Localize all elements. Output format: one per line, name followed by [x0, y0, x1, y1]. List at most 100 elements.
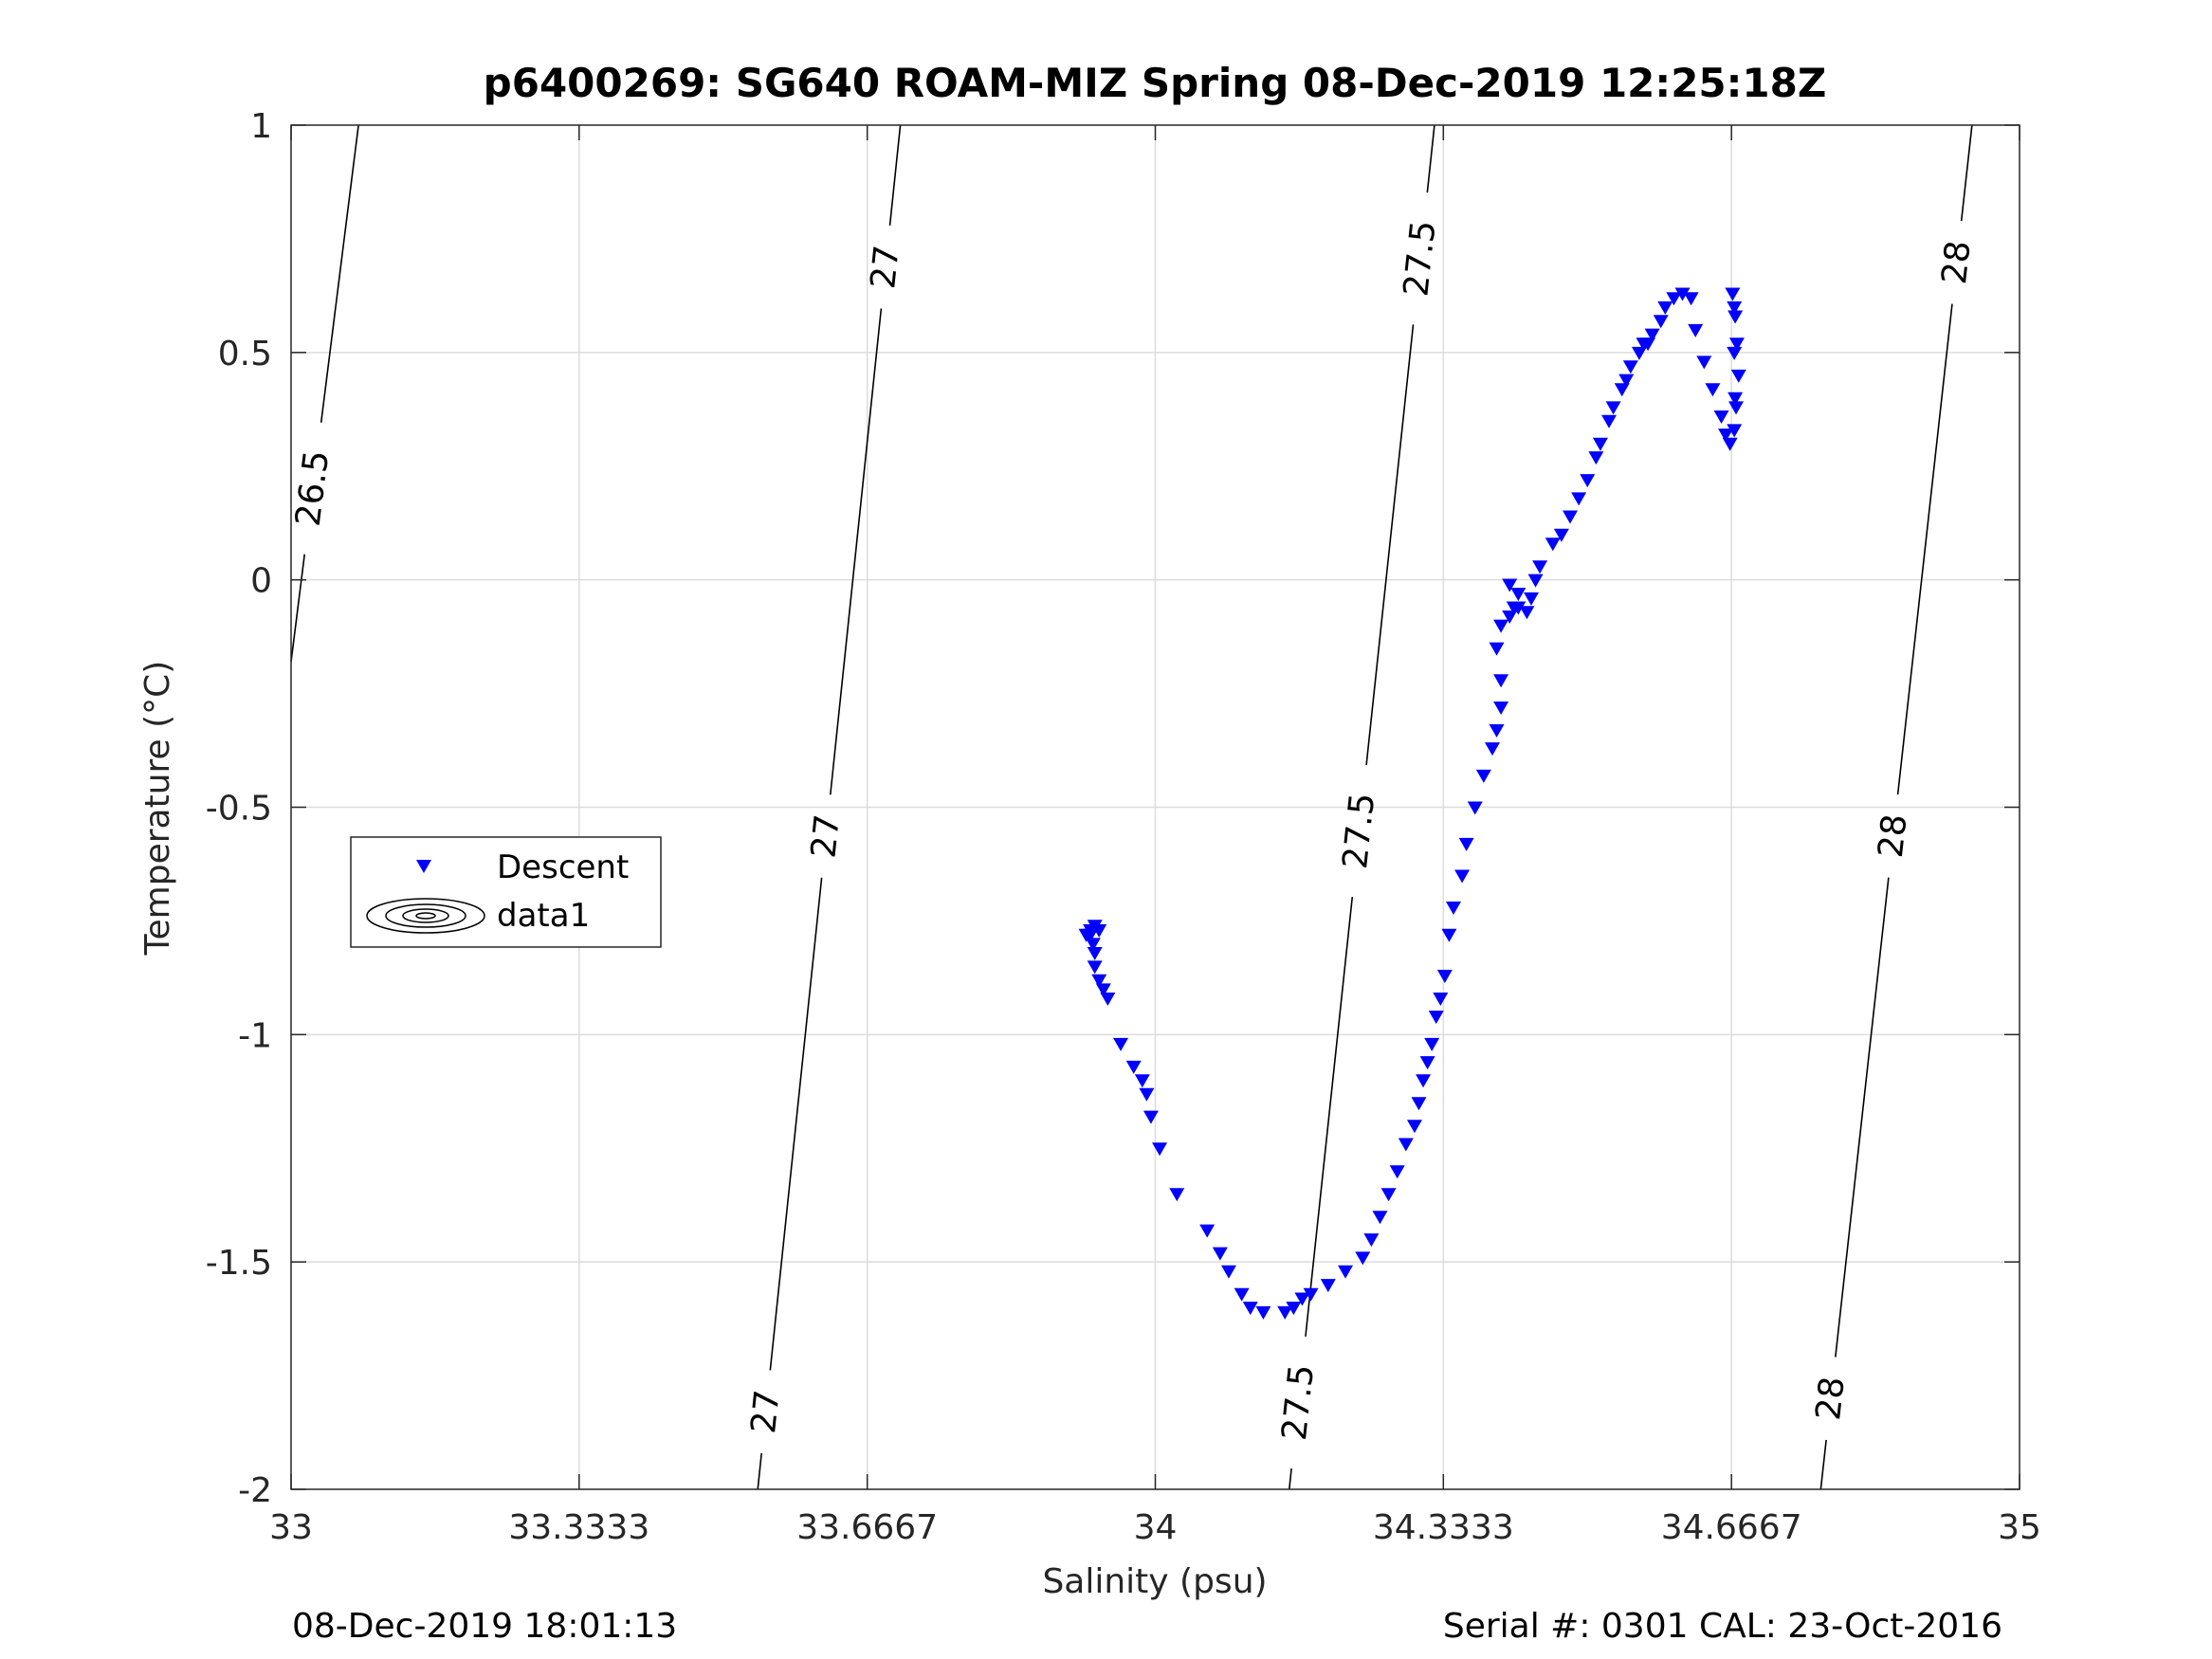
- legend-label-data1: data1: [497, 897, 590, 935]
- descent-point: [1563, 510, 1579, 524]
- descent-point: [1286, 1302, 1302, 1316]
- descent-point: [1580, 474, 1596, 488]
- descent-point: [1091, 924, 1107, 939]
- x-tick-label: 34: [1134, 1508, 1178, 1547]
- descent-point: [1085, 938, 1101, 952]
- descent-point: [1406, 1120, 1422, 1134]
- x-tick-label: 35: [1998, 1508, 2041, 1547]
- contour-line: [1288, 1468, 1292, 1490]
- contour-line: [1960, 124, 1973, 222]
- contour-label: 28: [1809, 1375, 1853, 1422]
- descent-point: [1475, 769, 1491, 783]
- y-tick-label: -2: [238, 1471, 272, 1510]
- contour-27-5: 27.5 27.5 27.5: [1275, 124, 1444, 1490]
- descent-point: [1303, 1287, 1319, 1302]
- x-tick-label: 34.3333: [1373, 1508, 1514, 1547]
- descent-point: [1134, 1074, 1150, 1088]
- contour-line: [1365, 324, 1415, 766]
- x-tick-label: 33.3333: [508, 1508, 649, 1547]
- contour-line: [1896, 303, 1953, 795]
- descent-point: [1493, 674, 1509, 688]
- contour-label: 27: [744, 1388, 788, 1435]
- descent-point: [1433, 992, 1449, 1006]
- descent-point: [1688, 323, 1704, 337]
- descent-point: [1527, 574, 1544, 588]
- contour-label: 27.5: [1275, 1362, 1322, 1442]
- contour-label: 27.5: [1336, 792, 1382, 871]
- legend-label-descent: Descent: [497, 848, 629, 886]
- x-tick-label: 33: [269, 1508, 313, 1547]
- descent-point: [1510, 588, 1526, 602]
- contour-label: 28: [1872, 812, 1915, 860]
- descent-point: [1454, 869, 1471, 884]
- density-contours: 26.5 27 27 27 27.5 27.5 27.5 28 28 28: [289, 124, 1979, 1490]
- descent-point: [1618, 374, 1635, 388]
- descent-point: [1152, 1142, 1168, 1157]
- descent-point: [1441, 928, 1457, 942]
- descent-point: [1294, 1292, 1310, 1306]
- descent-point: [1696, 356, 1712, 370]
- descent-point: [1571, 492, 1587, 506]
- descent-point: [1489, 642, 1505, 656]
- contour-line: [757, 1452, 762, 1490]
- contour-line: [1305, 897, 1354, 1337]
- chart-title: p6400269: SG640 ROAM-MIZ Spring 08-Dec-2…: [484, 60, 1827, 106]
- descent-point: [1519, 606, 1535, 620]
- descent-point: [1728, 401, 1745, 415]
- descent-point: [1666, 292, 1682, 306]
- contour-line: [829, 308, 883, 795]
- descent-point: [1605, 401, 1621, 415]
- descent-point: [1411, 1097, 1427, 1111]
- descent-point: [1727, 301, 1743, 315]
- descent-point: [1640, 337, 1656, 352]
- y-tick-label: -0.5: [206, 790, 272, 829]
- contour-28: 28 28 28: [1809, 124, 1979, 1490]
- y-tick-label: 0: [250, 562, 272, 601]
- y-tick-label: 1: [250, 107, 272, 146]
- descent-point: [1424, 1037, 1440, 1051]
- descent-point: [1657, 301, 1673, 315]
- footer-timestamp: 08-Dec-2019 18:01:13: [292, 1607, 677, 1646]
- descent-series: [1078, 287, 1746, 1320]
- descent-point: [1728, 310, 1744, 324]
- descent-point: [1728, 392, 1744, 406]
- descent-point: [1705, 383, 1721, 397]
- descent-point: [1087, 960, 1103, 975]
- descent-point: [1212, 1247, 1228, 1261]
- descent-point: [1143, 1110, 1159, 1124]
- x-tick-label: 33.6667: [796, 1508, 938, 1547]
- descent-point: [1087, 946, 1103, 960]
- descent-point: [1398, 1138, 1414, 1152]
- descent-point: [1095, 983, 1111, 997]
- descent-point: [1592, 437, 1608, 451]
- descent-point: [1091, 974, 1107, 988]
- descent-point: [1320, 1279, 1336, 1293]
- contour-label: 26.5: [289, 448, 338, 529]
- descent-point: [1502, 611, 1518, 625]
- descent-point: [1199, 1224, 1216, 1238]
- descent-point: [1631, 346, 1647, 360]
- descent-point: [1338, 1265, 1354, 1279]
- contour-label: 27.5: [1397, 219, 1443, 299]
- descent-point: [1458, 837, 1474, 851]
- descent-point: [1718, 428, 1734, 443]
- descent-point: [1644, 328, 1660, 342]
- descent-point: [1489, 723, 1505, 738]
- contour-label: 28: [1935, 239, 1979, 286]
- descent-point: [1713, 410, 1729, 424]
- descent-point: [1372, 1211, 1388, 1225]
- descent-point: [1493, 701, 1509, 715]
- descent-point: [1419, 1056, 1435, 1070]
- descent-point: [1445, 902, 1461, 916]
- descent-point: [1242, 1302, 1258, 1316]
- axis-ticks: 33 33.3333 33.6667 34 34.3333 34.6667 35 -2 -1.5…: [206, 107, 2041, 1547]
- descent-point: [1467, 801, 1483, 815]
- legend-box: [350, 836, 662, 948]
- contour-label: 27: [864, 244, 907, 291]
- descent-point: [1653, 315, 1669, 329]
- descent-point: [1139, 1087, 1155, 1102]
- y-axis-label: Temperature (°C): [138, 661, 177, 957]
- descent-point: [1125, 1060, 1142, 1074]
- descent-point: [1100, 992, 1116, 1006]
- descent-point: [1725, 287, 1741, 301]
